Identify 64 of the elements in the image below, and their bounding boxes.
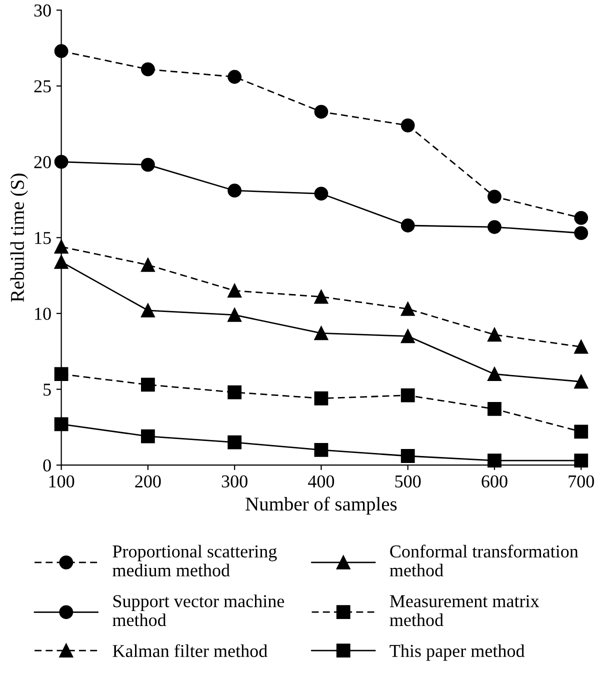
y-tick-label: 25 bbox=[34, 80, 51, 92]
y-tick-label: 30 bbox=[34, 4, 51, 17]
x-tick-label: 300 bbox=[222, 475, 248, 488]
point bbox=[574, 210, 588, 225]
point bbox=[488, 190, 502, 204]
point bbox=[228, 284, 242, 298]
point bbox=[228, 70, 242, 84]
y-tick-label: 0 bbox=[43, 459, 51, 472]
point bbox=[400, 302, 415, 316]
x-tick-label: 200 bbox=[135, 475, 161, 488]
point bbox=[140, 62, 155, 76]
point bbox=[228, 435, 242, 450]
legend-label: Measurement matrix method bbox=[390, 595, 540, 626]
point bbox=[488, 402, 502, 416]
point bbox=[574, 424, 588, 439]
point bbox=[488, 328, 502, 342]
point bbox=[314, 391, 328, 406]
point bbox=[488, 220, 502, 234]
point bbox=[140, 158, 155, 172]
point bbox=[314, 186, 328, 201]
point bbox=[400, 329, 415, 344]
point bbox=[400, 388, 415, 402]
point bbox=[400, 449, 415, 463]
x-tick-label: 400 bbox=[308, 475, 334, 488]
legend-label: Proportional scattering medium method bbox=[112, 544, 277, 576]
point bbox=[488, 367, 502, 382]
y-tick-label: 15 bbox=[35, 232, 51, 244]
x-axis-title: Number of samples bbox=[246, 496, 397, 515]
point bbox=[314, 442, 328, 457]
x-tick-label: 500 bbox=[395, 475, 421, 488]
y-axis-title: Rebuild time (S) bbox=[10, 174, 28, 302]
point bbox=[400, 118, 415, 132]
point bbox=[140, 258, 155, 272]
point bbox=[54, 367, 68, 382]
legend-label: This paper method bbox=[390, 644, 525, 661]
legend-label: Kalman filter method bbox=[112, 644, 268, 658]
point bbox=[314, 326, 328, 340]
point bbox=[140, 378, 155, 392]
point bbox=[228, 184, 242, 198]
point bbox=[228, 385, 242, 400]
y-tick-label: 20 bbox=[34, 156, 51, 168]
point bbox=[54, 254, 68, 269]
y-tick-label: 5 bbox=[44, 384, 51, 396]
x-tick-label: 100 bbox=[49, 475, 74, 488]
point bbox=[574, 226, 588, 240]
point bbox=[54, 240, 68, 254]
point bbox=[140, 429, 155, 444]
point bbox=[54, 154, 68, 169]
y-tick-label: 10 bbox=[35, 308, 51, 320]
point bbox=[140, 303, 155, 318]
legend-label: Conformal transformation method bbox=[390, 544, 578, 576]
point bbox=[574, 340, 588, 354]
point bbox=[314, 290, 328, 304]
point bbox=[400, 218, 415, 232]
point bbox=[488, 454, 502, 468]
point bbox=[314, 104, 328, 119]
point bbox=[54, 417, 68, 432]
point bbox=[228, 308, 242, 322]
legend-label: Support vector machine method bbox=[112, 594, 284, 626]
x-tick-label: 700 bbox=[568, 475, 594, 488]
point bbox=[574, 374, 588, 389]
x-tick-label: 600 bbox=[482, 475, 508, 488]
point bbox=[54, 44, 68, 58]
point bbox=[574, 454, 588, 468]
